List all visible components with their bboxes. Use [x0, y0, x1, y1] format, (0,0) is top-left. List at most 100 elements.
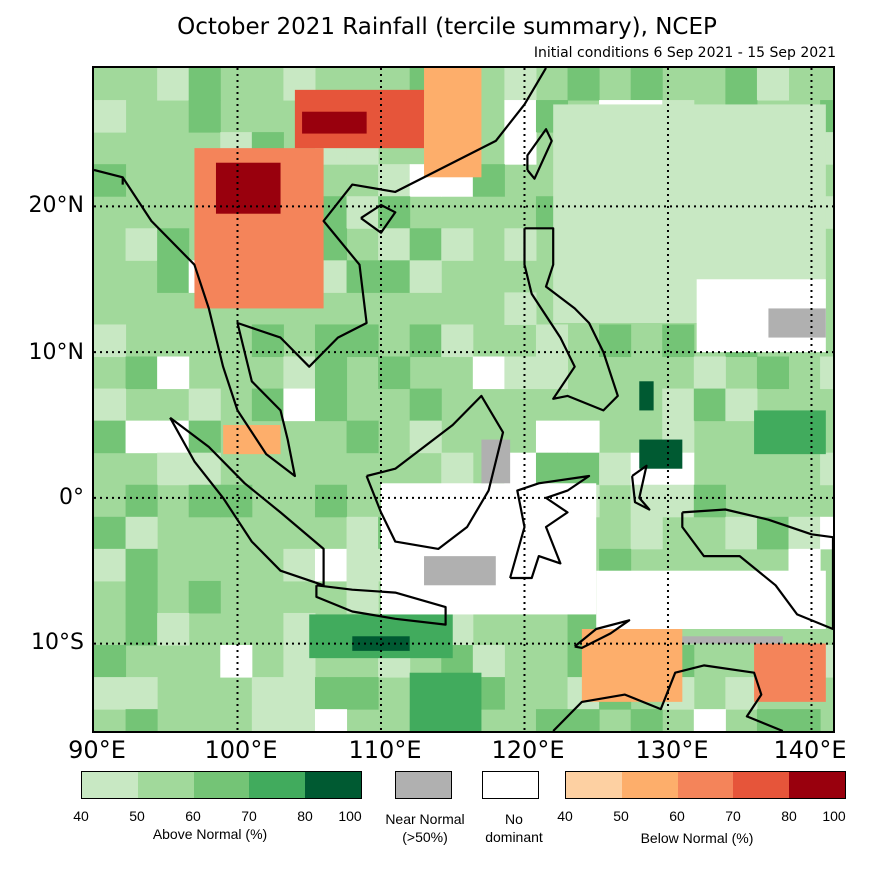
rainfall-map: [94, 68, 833, 731]
map-grid-cell: [756, 709, 790, 731]
map-grid-cell: [346, 677, 379, 710]
lon-label-130e: 130°E: [635, 736, 709, 764]
map-grid-cell: [125, 484, 158, 518]
map-region-below: [754, 643, 826, 702]
map-grid-cell: [314, 548, 348, 582]
map-grid-cell: [504, 68, 537, 101]
map-grid-cell: [283, 356, 316, 390]
above-normal-label: Above Normal (%): [152, 826, 268, 842]
map-panel: [92, 66, 835, 733]
map-grid-cell: [725, 516, 758, 550]
timor-coast: [574, 619, 631, 650]
map-region-below: [302, 111, 367, 134]
map-grid-cell: [188, 100, 221, 133]
java-coast: [315, 584, 447, 626]
map-grid-cell: [346, 196, 379, 229]
above-normal-swatch: [193, 772, 250, 798]
map-grid-cell: [820, 516, 833, 550]
above-tick: 50: [129, 808, 145, 824]
map-grid-cell: [314, 709, 348, 731]
map-grid-cell: [188, 68, 221, 101]
map-grid-cell: [188, 420, 221, 454]
above-normal-swatch: [305, 772, 361, 798]
map-grid-cell: [94, 645, 127, 678]
map-grid-cell: [220, 645, 253, 678]
map-grid-cell: [441, 452, 474, 486]
above-tick: 70: [241, 808, 257, 824]
lon-label-120e: 120°E: [491, 736, 565, 764]
map-region-below: [215, 162, 281, 214]
map-grid-cell: [725, 68, 758, 101]
below-tick: 80: [781, 808, 797, 824]
map-grid-cell: [346, 324, 379, 358]
below-normal-swatch: [621, 772, 678, 798]
map-grid-cell: [94, 324, 127, 358]
map-grid-cell: [409, 388, 442, 422]
lon-label-100e: 100°E: [204, 736, 278, 764]
map-grid-cell: [314, 484, 348, 518]
map-region-none: [596, 570, 826, 629]
below-tick: 40: [557, 808, 573, 824]
below-tick: 70: [725, 808, 741, 824]
map-grid-cell: [504, 228, 537, 261]
map-grid-cell: [94, 677, 127, 710]
map-grid-cell: [504, 100, 537, 133]
map-region-none: [380, 483, 597, 615]
map-grid-cell: [441, 324, 474, 358]
map-grid-cell: [188, 388, 221, 422]
map-grid-cell: [378, 260, 411, 293]
map-grid-cell: [125, 677, 158, 710]
map-grid-cell: [94, 516, 127, 550]
map-grid-cell: [125, 580, 158, 614]
map-grid-cell: [188, 580, 221, 614]
map-grid-cell: [125, 709, 158, 731]
map-grid-cell: [314, 388, 348, 422]
map-grid-cell: [725, 388, 758, 422]
lon-label-90e: 90°E: [68, 736, 126, 764]
map-grid-cell: [820, 356, 833, 390]
map-grid-cell: [125, 356, 158, 390]
above-tick: 60: [185, 808, 201, 824]
map-grid-cell: [157, 356, 190, 390]
above-tick: 40: [73, 808, 89, 824]
map-grid-cell: [725, 677, 758, 710]
above-normal-colorbar: [81, 771, 362, 799]
map-grid-cell: [251, 388, 284, 422]
map-region-above: [639, 439, 683, 469]
map-grid-cell: [472, 356, 505, 390]
map-grid-cell: [346, 580, 379, 614]
map-region-above: [409, 672, 482, 731]
new-guinea-coast: [681, 508, 833, 631]
below-normal-label: Below Normal (%): [640, 830, 754, 846]
map-grid-cell: [157, 260, 190, 293]
lon-label-140e: 140°E: [773, 736, 847, 764]
map-grid-cell: [441, 228, 474, 261]
map-region-above: [754, 410, 826, 455]
no-dominant-label: No dominant: [485, 811, 543, 845]
map-grid-cell: [94, 420, 127, 454]
lat-label-equator: 0°: [59, 485, 84, 510]
map-region-below: [424, 68, 482, 178]
map-grid-cell: [756, 68, 790, 101]
map-grid-cell: [125, 420, 158, 454]
above-normal-swatch: [82, 772, 138, 798]
map-grid-cell: [314, 356, 348, 390]
map-region-above: [352, 636, 410, 651]
taiwan-coast: [526, 128, 553, 180]
map-grid-cell: [188, 484, 221, 518]
near-normal-label: Near Normal (>50%): [385, 811, 465, 845]
below-normal-swatch: [677, 772, 734, 798]
map-grid-cell: [693, 484, 726, 518]
map-grid-cell: [567, 420, 600, 454]
map-grid-cell: [94, 100, 127, 133]
near-normal-swatch: [395, 771, 452, 799]
map-grid-cell: [599, 452, 632, 486]
philippines-coast: [523, 227, 619, 412]
map-grid-cell: [94, 548, 127, 582]
map-grid-cell: [283, 388, 316, 422]
map-grid-cell: [346, 420, 379, 454]
map-grid-cell: [94, 164, 127, 197]
above-normal-swatch: [249, 772, 306, 798]
map-grid-cell: [693, 356, 726, 390]
map-grid-cell: [567, 68, 600, 101]
